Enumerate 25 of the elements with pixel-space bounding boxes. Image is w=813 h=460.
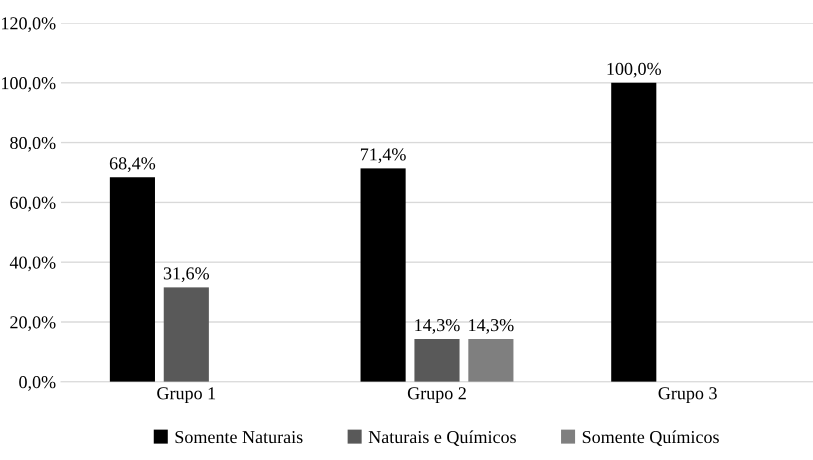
bar — [468, 339, 514, 382]
y-tick-label: 20,0% — [10, 316, 56, 332]
data-label: 100,0% — [608, 62, 661, 78]
y-tick-label: 80,0% — [10, 136, 56, 152]
x-tick-label: Grupo 2 — [408, 387, 466, 404]
x-tick-label: Grupo 1 — [157, 387, 216, 404]
y-tick-label: 60,0% — [10, 196, 56, 212]
legend-label: Somente Químicos — [582, 430, 719, 446]
bar — [164, 287, 209, 382]
y-tick-label: 40,0% — [10, 256, 56, 272]
legend-label: Naturais e Químicos — [368, 430, 516, 446]
bar — [110, 177, 155, 382]
y-tick-label: 0,0% — [19, 376, 56, 391]
y-tick-label: 100,0% — [2, 77, 56, 92]
legend-label: Somente Naturais — [176, 431, 303, 444]
y-tick-label: 120,0% — [2, 17, 56, 32]
data-label: 14,3% — [469, 319, 514, 334]
bar — [611, 82, 656, 382]
data-label: 71,4% — [360, 148, 406, 164]
data-label: 68,4% — [110, 157, 156, 172]
bar — [360, 168, 406, 382]
bar — [414, 339, 460, 382]
x-tick-label: Grupo 3 — [658, 387, 717, 404]
data-label: 14,3% — [415, 319, 460, 334]
data-label: 31,6% — [164, 267, 210, 282]
